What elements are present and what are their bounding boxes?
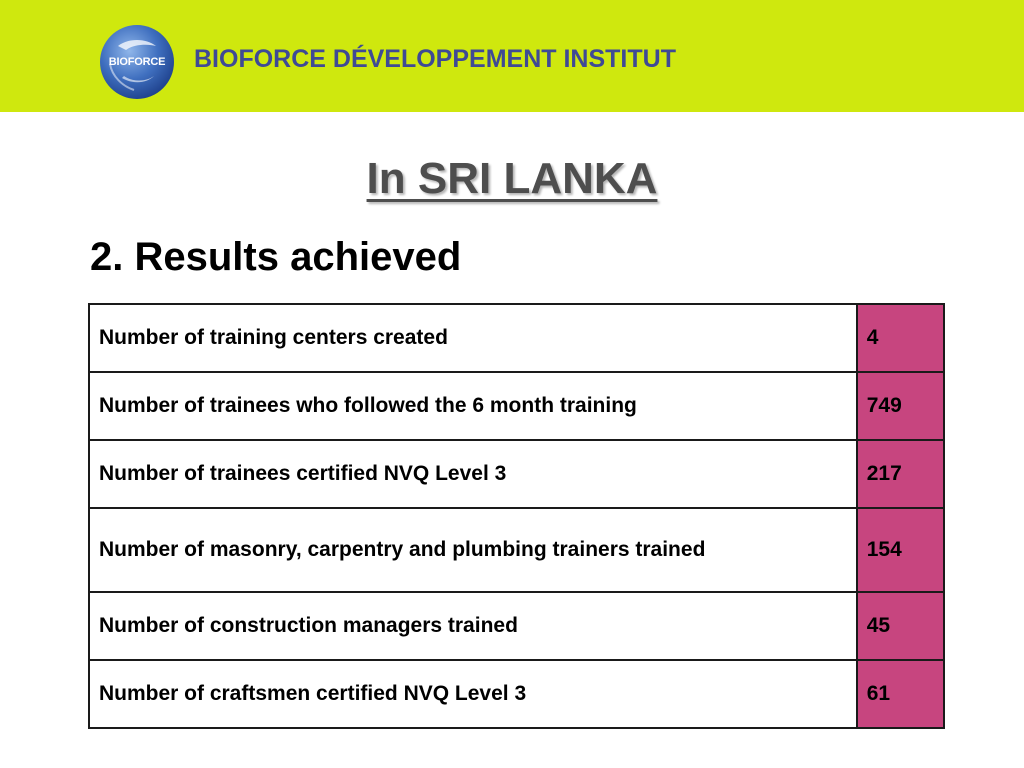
row-label: Number of craftsmen certified NVQ Level … [88, 659, 858, 729]
table-row: Number of construction managers trained … [88, 591, 946, 661]
row-value: 4 [855, 303, 946, 373]
row-label: Number of trainees who followed the 6 mo… [88, 371, 858, 441]
bioforce-logo: BIOFORCE [98, 24, 176, 100]
row-value: 61 [855, 659, 946, 729]
table-row: Number of trainees certified NVQ Level 3… [88, 439, 946, 509]
slide-title: In SRI LANKA [366, 154, 658, 203]
row-label: Number of construction managers trained [88, 591, 858, 661]
row-value: 749 [855, 371, 946, 441]
row-label: Number of training centers created [88, 303, 858, 373]
row-value: 217 [855, 439, 946, 509]
row-label: Number of trainees certified NVQ Level 3 [88, 439, 858, 509]
row-value: 45 [855, 591, 946, 661]
table-row: Number of training centers created 4 [88, 303, 946, 373]
table-row: Number of craftsmen certified NVQ Level … [88, 659, 946, 729]
header-band: BIOFORCE BIOFORCE DÉVELOPPEMENT INSTITUT [0, 0, 1024, 112]
globe-hands-icon [100, 25, 174, 99]
logo-wordmark: BIOFORCE [108, 56, 166, 68]
organization-name: BIOFORCE DÉVELOPPEMENT INSTITUT [194, 45, 676, 73]
table-row: Number of masonry, carpentry and plumbin… [88, 507, 946, 593]
row-label: Number of masonry, carpentry and plumbin… [88, 507, 858, 593]
row-value: 154 [855, 507, 946, 593]
results-table: Number of training centers created 4 Num… [88, 303, 946, 729]
table-row: Number of trainees who followed the 6 mo… [88, 371, 946, 441]
section-title: 2. Results achieved [90, 235, 462, 279]
